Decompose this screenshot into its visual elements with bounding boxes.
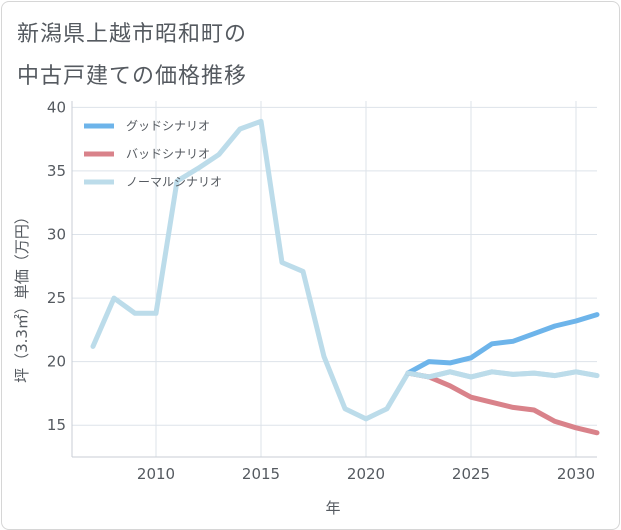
plot-lines [90, 118, 600, 436]
y-tick-20: 20 [47, 353, 66, 371]
series-line-0 [405, 312, 600, 376]
x-tick-2025: 2025 [452, 465, 490, 483]
y-tick-30: 30 [47, 226, 66, 244]
x-tick-2020: 2020 [347, 465, 385, 483]
y-tick-15: 15 [47, 416, 66, 434]
y-axis-label: 坪（3.3㎡）単価（万円） [13, 209, 31, 383]
chart-title-line1: 新潟県上越市昭和町の [17, 22, 248, 47]
y-tick-25: 25 [47, 289, 66, 307]
x-axis-label: 年 [325, 499, 340, 517]
series-line-2-forecast [405, 369, 600, 380]
x-tick-2010: 2010 [137, 465, 175, 483]
legend-label-1: バッドシナリオ [126, 147, 210, 161]
legend-label-0: グッドシナリオ [126, 119, 210, 133]
series-line-1 [405, 370, 600, 436]
x-tick-2030: 2030 [557, 465, 595, 483]
legend-label-2: ノーマルシナリオ [126, 175, 222, 189]
x-tick-2015: 2015 [242, 465, 280, 483]
y-tick-35: 35 [47, 162, 66, 180]
chart-title-line2: 中古戸建ての価格推移 [17, 64, 248, 89]
y-tick-40: 40 [47, 98, 66, 116]
